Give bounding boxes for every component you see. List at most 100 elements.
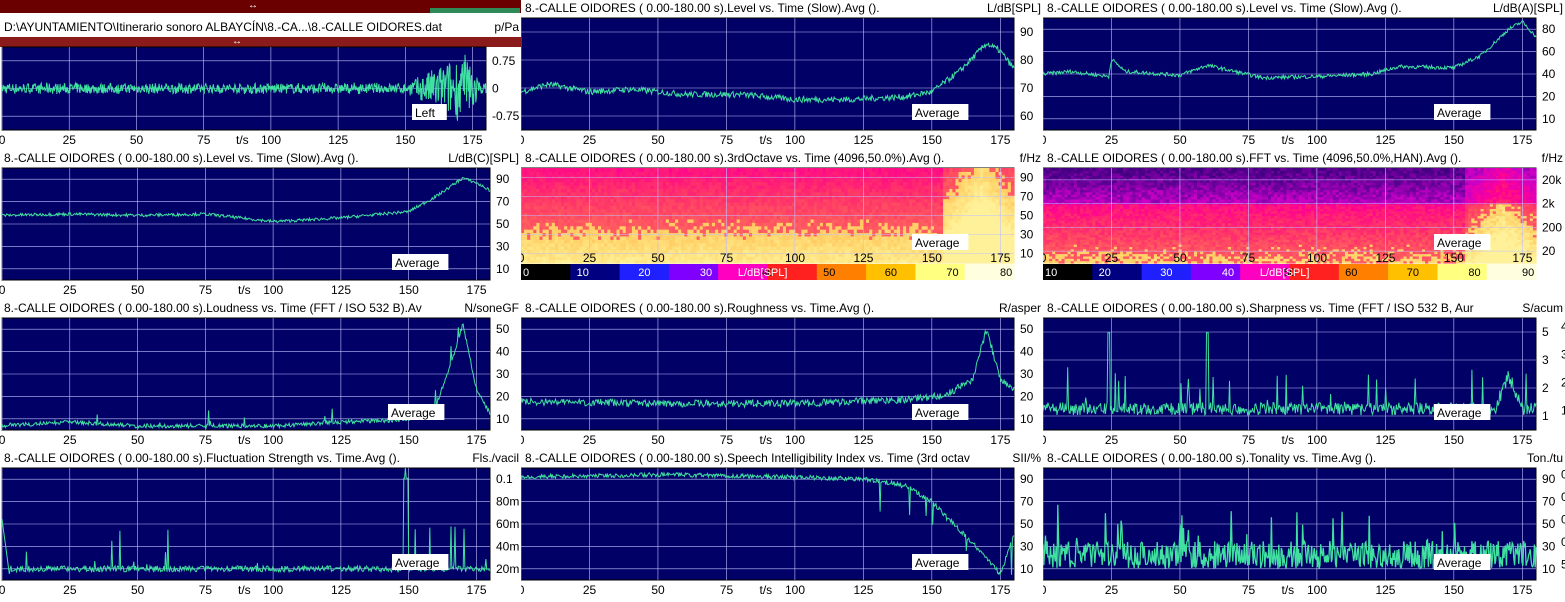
heatmap-cell <box>533 201 538 206</box>
heatmap-cell <box>533 242 538 247</box>
heatmap-cell <box>881 252 886 257</box>
heatmap-cell <box>838 201 843 206</box>
heatmap-cell <box>653 222 658 227</box>
heatmap-cell <box>681 246 685 251</box>
heatmap-cell <box>684 229 688 234</box>
heatmap-cell <box>1049 194 1053 198</box>
heatmap-cell <box>986 242 990 247</box>
heatmap-cell <box>554 212 559 217</box>
heatmap-cell <box>619 222 624 227</box>
heatmap-cell <box>1046 201 1050 205</box>
heatmap-cell <box>884 191 889 196</box>
top-scrollbar[interactable]: ↔ <box>0 0 521 13</box>
heatmap-cell <box>779 171 784 176</box>
heatmap-cell <box>995 215 1000 220</box>
heatmap-cell <box>715 249 719 254</box>
heatmap-cell <box>866 225 870 230</box>
heatmap-cell <box>610 205 615 210</box>
heatmap-cell <box>940 249 944 254</box>
heatmap-cell <box>755 252 759 257</box>
heatmap-cell <box>739 215 744 220</box>
heatmap-cell <box>721 205 725 210</box>
heatmap-cell <box>752 178 756 183</box>
heatmap-cell <box>776 168 781 172</box>
heatmap-cell <box>792 198 796 203</box>
heatmap-cell <box>662 174 667 179</box>
heatmap-cell <box>1058 251 1063 255</box>
heatmap-cell <box>927 174 932 179</box>
heatmap-cell <box>638 249 642 254</box>
heatmap-cell <box>650 184 655 189</box>
heatmap-cell <box>736 171 741 176</box>
heatmap-cell <box>819 178 824 183</box>
heatmap-cell <box>822 212 827 217</box>
heatmap-cell <box>770 229 775 234</box>
heatmap-cell <box>841 195 846 200</box>
heatmap-cell <box>983 229 987 234</box>
heatmap-cell <box>801 212 806 217</box>
heatmap-cell <box>598 181 602 186</box>
heatmap-cell <box>949 212 953 217</box>
heatmap-cell <box>958 178 963 183</box>
scroll-thumb[interactable]: ↔ <box>248 0 258 11</box>
heatmap-cell <box>789 191 793 196</box>
heatmap-cell <box>684 235 688 240</box>
heatmap-cell <box>847 252 852 257</box>
heatmap-cell <box>955 229 960 234</box>
heatmap-cell <box>964 215 969 220</box>
heatmap-cell <box>684 222 688 227</box>
heatmap-cell <box>601 208 605 213</box>
heatmap-cell <box>607 242 611 247</box>
heatmap-cell <box>1058 217 1063 221</box>
heatmap-cell <box>961 229 966 234</box>
heatmap-cell <box>755 205 759 210</box>
heatmap-cell <box>1052 244 1056 247</box>
zoom-thumb[interactable]: ↔ <box>232 36 242 47</box>
heatmap-cell <box>884 215 889 220</box>
heatmap-cell <box>644 246 648 251</box>
heatmap-cell <box>675 225 679 230</box>
heatmap-cell <box>727 246 732 251</box>
heatmap-cell <box>539 222 544 227</box>
heatmap-cell <box>878 229 883 234</box>
heatmap-cell <box>859 235 864 240</box>
heatmap-cell <box>752 229 756 234</box>
x-tick-label: 175 <box>1512 133 1532 147</box>
heatmap-cell <box>822 218 827 223</box>
heatmap-cell <box>607 235 611 240</box>
heatmap-cell <box>813 212 818 217</box>
heatmap-cell <box>983 235 987 240</box>
heatmap-cell <box>635 208 639 213</box>
heatmap-cell <box>992 178 997 183</box>
heatmap-cell <box>730 259 735 264</box>
heatmap-cell <box>980 184 984 189</box>
heatmap-cell <box>702 222 707 227</box>
heatmap-cell <box>856 212 861 217</box>
heatmap-cell <box>521 222 525 227</box>
heatmap-cell <box>557 229 562 234</box>
heatmap-cell <box>564 171 568 176</box>
heatmap-cell <box>699 252 704 257</box>
heatmap-cell <box>961 208 966 213</box>
zoom-scrollbar[interactable]: ↔ <box>0 37 521 47</box>
y-tick-label: 90 <box>1020 25 1034 39</box>
heatmap-cell <box>832 239 836 244</box>
heatmap-cell <box>1004 252 1009 257</box>
heatmap-cell <box>622 252 627 257</box>
heatmap-cell <box>1055 229 1060 233</box>
heatmap-cell <box>986 178 990 183</box>
heatmap-cell <box>641 239 645 244</box>
heatmap-cell <box>813 195 818 200</box>
heatmap-cell <box>970 195 975 200</box>
heatmap-cell <box>616 222 621 227</box>
heatmap-cell <box>943 212 947 217</box>
heatmap-cell <box>964 171 969 176</box>
heatmap-cell <box>798 229 802 234</box>
heatmap-cell <box>940 181 944 186</box>
